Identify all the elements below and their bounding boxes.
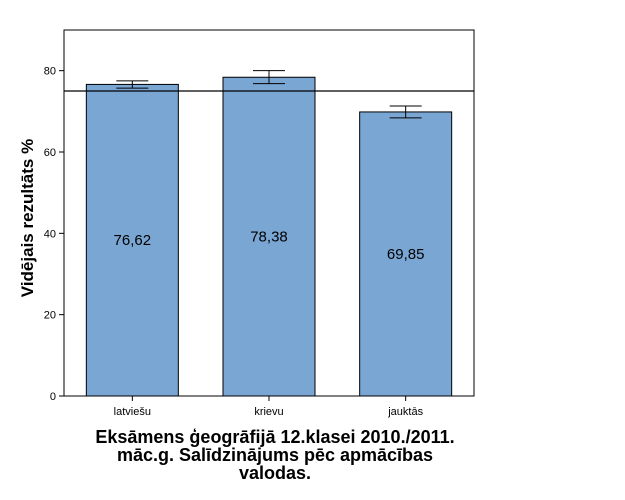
y-tick-label: 40	[44, 228, 56, 240]
y-tick-label: 60	[44, 147, 56, 159]
y-tick-label: 0	[50, 391, 56, 403]
bar-value-label: 69,85	[387, 246, 425, 263]
y-tick-label: 20	[44, 310, 56, 322]
y-tick-label: 80	[44, 66, 56, 78]
x-tick-label: krievu	[254, 406, 283, 418]
y-axis-title: Vidējais rezultāts %	[18, 139, 37, 297]
bar-value-label: 78,38	[250, 229, 288, 246]
x-tick-label: jauktās	[387, 406, 423, 418]
bar-value-label: 76,62	[114, 232, 152, 249]
chart-title: Eksāmens ģeogrāfijā 12.klasei 2010./2011…	[95, 427, 455, 483]
bar	[85, 83, 179, 397]
x-tick-label: latviešu	[114, 406, 151, 418]
